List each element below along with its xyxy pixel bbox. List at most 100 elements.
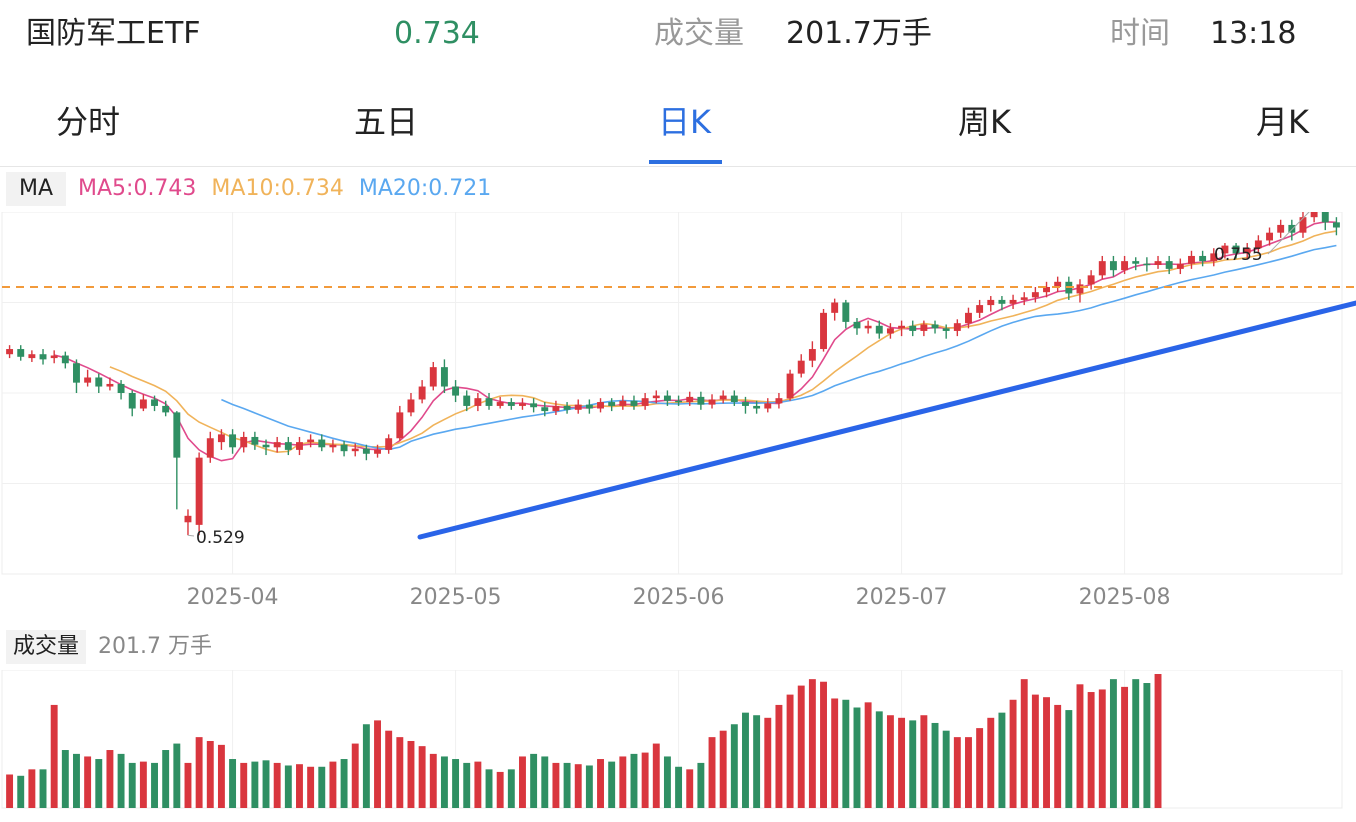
candle-body: [953, 323, 961, 331]
tab-weekly-k[interactable]: 周K: [958, 103, 1011, 141]
volume-frame: [1, 670, 1343, 809]
candle-body: [184, 515, 192, 523]
candle-body: [1165, 261, 1173, 269]
volume-bar: [552, 762, 560, 808]
volume-bar: [686, 769, 694, 808]
candle-body: [195, 457, 203, 525]
volume-bar: [875, 711, 883, 808]
volume-bar: [362, 724, 370, 808]
x-tick-label: 2025-05: [410, 585, 502, 610]
volume-bar: [84, 756, 92, 808]
candle: [530, 398, 538, 413]
ma5-value: MA5:0.743: [78, 176, 197, 201]
ma-indicator-label[interactable]: MA: [6, 172, 66, 206]
volume-bar: [742, 712, 749, 808]
candle-body: [1199, 255, 1207, 262]
candle-body: [6, 349, 14, 355]
candle: [1210, 248, 1218, 267]
candle-body: [1254, 240, 1262, 249]
candle: [1266, 227, 1273, 246]
candle-body: [452, 386, 460, 396]
volume-bar: [262, 760, 270, 808]
candle: [440, 359, 448, 393]
candle: [942, 324, 950, 339]
candle-body: [240, 436, 248, 448]
candlestick-chart[interactable]: 2025-04 2025-05 2025-06 2025-07 2025-08 0.755…: [0, 212, 1356, 622]
candle-body: [909, 325, 917, 331]
candle: [853, 318, 861, 335]
candle: [128, 390, 136, 417]
candle: [1299, 212, 1307, 238]
x-axis: 2025-04 2025-05 2025-06 2025-07 2025-08: [187, 585, 1171, 610]
candle: [842, 299, 850, 329]
volume-bar: [139, 761, 147, 808]
candle: [775, 393, 783, 409]
tab-five-day[interactable]: 五日: [354, 103, 419, 141]
candle-body: [619, 400, 627, 406]
candle-body: [73, 363, 80, 383]
candle: [1009, 294, 1017, 309]
candle: [1332, 217, 1340, 236]
volume-bar: [128, 762, 136, 808]
candle: [764, 398, 772, 413]
candle: [485, 393, 493, 410]
candle-body: [875, 325, 883, 334]
low-label: 0.529: [196, 528, 245, 548]
candle-body: [563, 405, 571, 410]
candle: [39, 349, 47, 365]
candle: [28, 350, 36, 362]
candle-body: [229, 434, 237, 448]
candle: [585, 399, 593, 414]
volume-bar: [307, 766, 315, 808]
candle: [418, 380, 426, 404]
active-tab-indicator: [649, 160, 722, 164]
volume-bar: [240, 762, 248, 808]
volume-bar: [1009, 699, 1017, 808]
volume-bar: [1132, 679, 1140, 808]
candle: [139, 394, 147, 412]
candle-body: [385, 438, 393, 450]
volume-bar: [953, 737, 961, 808]
volume-bar: [440, 756, 448, 808]
volume-bar: [296, 764, 303, 808]
candle-body: [1221, 245, 1229, 254]
volume-bar: [786, 694, 794, 808]
price-grid: [1, 212, 1343, 575]
candle-body: [608, 402, 616, 406]
candle-body: [50, 355, 58, 359]
volume-bar: [396, 737, 404, 808]
volume-bar: [1076, 684, 1084, 808]
tab-intraday[interactable]: 分时: [56, 103, 121, 141]
candle: [362, 444, 370, 461]
volume-bar: [675, 766, 683, 808]
volume-bar: [284, 765, 292, 808]
volume-bar: [987, 717, 995, 808]
volume-bar: [162, 750, 170, 808]
extreme-labels: 0.755 0.529: [187, 212, 1310, 548]
tab-monthly-k[interactable]: 月K: [1256, 103, 1309, 141]
volume-bar: [17, 775, 25, 808]
volume-bar: [1109, 679, 1117, 808]
candle-body: [1076, 284, 1084, 294]
candle: [463, 390, 471, 412]
candle-body: [318, 439, 326, 448]
high-leader-line: [1267, 212, 1310, 255]
volume-bar: [39, 769, 47, 808]
high-label: 0.755: [1214, 245, 1263, 265]
candle-body: [340, 444, 348, 452]
volume-bar: [775, 704, 783, 808]
candle: [73, 359, 80, 393]
candle: [1087, 270, 1095, 290]
candle: [1188, 250, 1195, 269]
volume-bar: [407, 741, 415, 808]
candle: [965, 307, 972, 329]
candle-body: [251, 436, 259, 445]
candle-body: [273, 442, 281, 448]
volume-indicator-label[interactable]: 成交量: [6, 630, 86, 664]
volume-bar: [574, 764, 582, 808]
volume-chart[interactable]: [0, 670, 1356, 810]
candle: [385, 434, 393, 454]
candle-body: [1277, 224, 1285, 233]
tab-daily-k[interactable]: 日K: [658, 103, 711, 141]
candle: [318, 434, 326, 452]
